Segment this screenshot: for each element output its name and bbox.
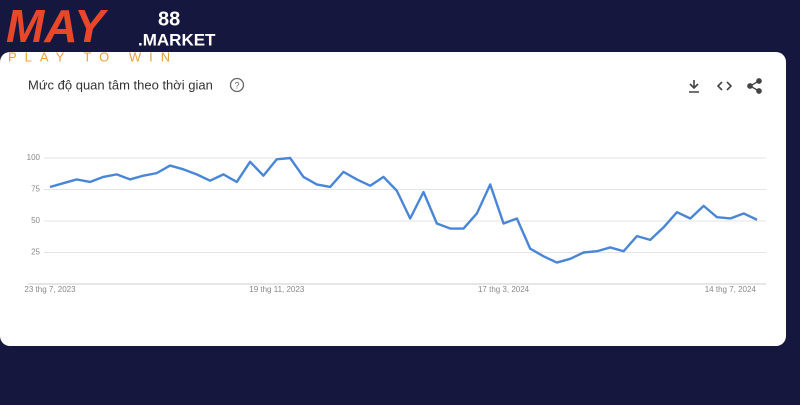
x-tick-label: 19 thg 11, 2023: [249, 285, 305, 294]
chart-title: Mức độ quan tâm theo thời gian: [28, 77, 213, 92]
help-icon[interactable]: [229, 77, 245, 93]
x-tick-label: 23 thg 7, 2023: [24, 285, 76, 294]
y-tick-label: 100: [27, 153, 41, 162]
logo-suffix: .MARKET: [138, 30, 216, 49]
x-tick-label: 14 thg 7, 2024: [705, 285, 757, 294]
line: [49, 156, 758, 264]
y-tick-label: 75: [31, 185, 40, 194]
y-tick-label: 50: [31, 216, 40, 225]
logo-brand: MAY: [6, 0, 109, 52]
x-tick-label: 17 thg 3, 2024: [478, 285, 530, 294]
download-icon[interactable]: [689, 80, 699, 93]
embed-icon[interactable]: [716, 81, 733, 91]
share-icon[interactable]: [747, 78, 762, 94]
logo-tagline: PLAY TO WIN: [8, 49, 178, 64]
y-tick-label: 25: [31, 248, 40, 257]
logo-number: 88: [158, 8, 180, 30]
plot: 25 50 75 100 23 thg 7, 2023 19 thg 11, 2023 17…: [24, 153, 766, 294]
help-icon-text: ?: [234, 80, 239, 90]
card: [0, 52, 786, 346]
